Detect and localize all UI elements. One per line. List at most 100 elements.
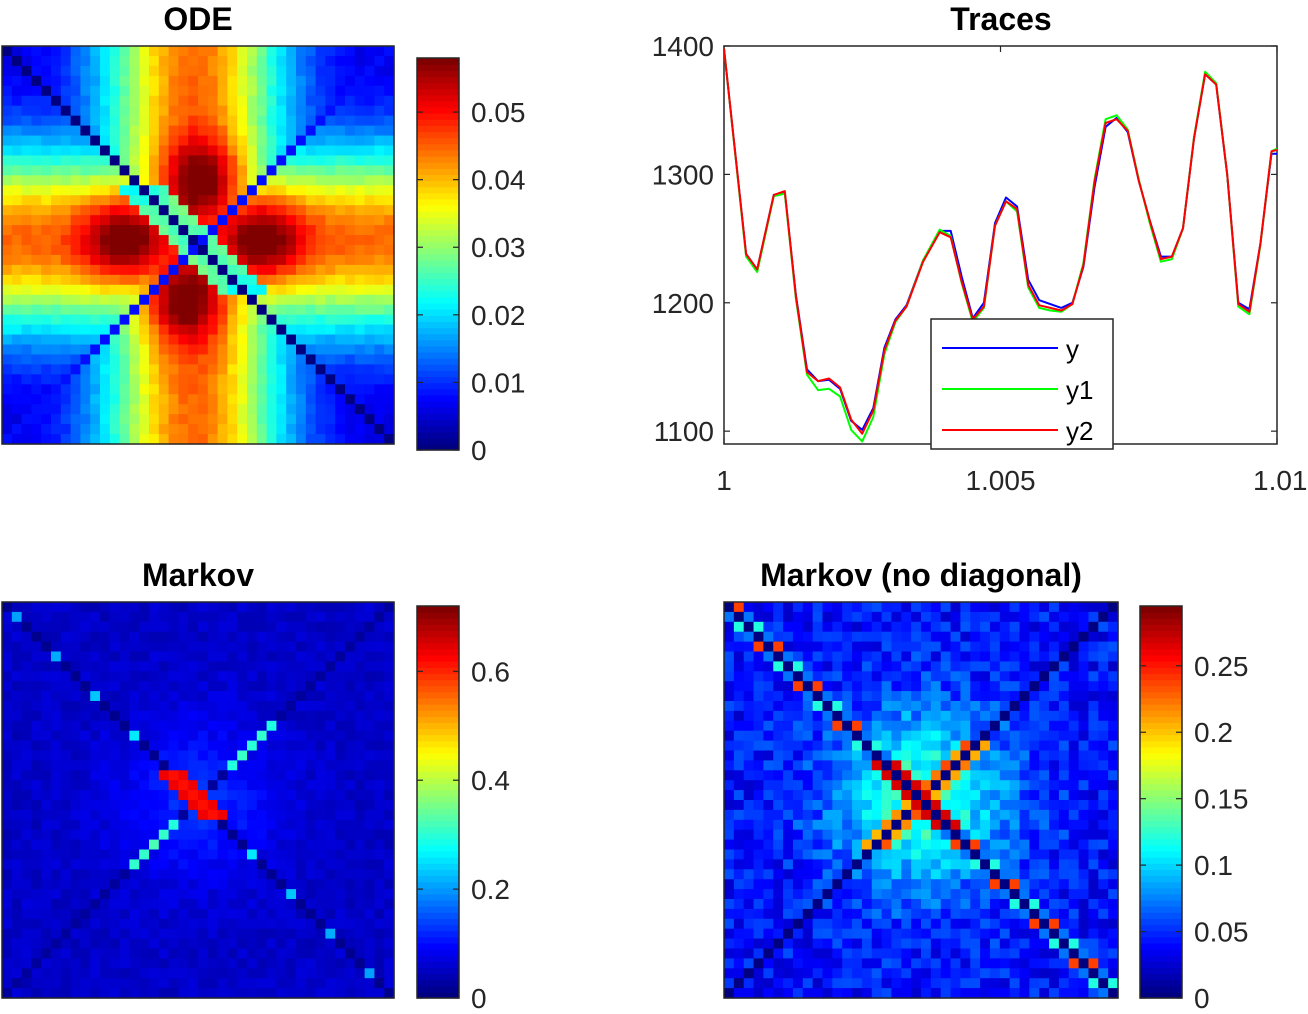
heatmap-cell	[149, 225, 160, 236]
heatmap-cell	[276, 770, 287, 781]
heatmap-cell	[1068, 701, 1080, 712]
heatmap-cell	[21, 195, 32, 206]
heatmap-cell	[80, 374, 91, 385]
heatmap-cell	[724, 859, 735, 870]
heatmap-cell	[198, 314, 209, 326]
heatmap-cell	[119, 948, 130, 959]
heatmap-cell	[1049, 750, 1060, 761]
heatmap-cell	[325, 710, 336, 722]
heatmap-cell	[1009, 770, 1021, 781]
heatmap-cell	[325, 839, 336, 851]
heatmap-cell	[178, 235, 189, 246]
heatmap-cell	[286, 354, 297, 365]
heatmap-cell	[149, 839, 160, 851]
heatmap-cell	[129, 681, 140, 692]
heatmap-cell	[198, 165, 209, 176]
heatmap-cell	[41, 760, 52, 771]
heatmap-cell	[1058, 908, 1070, 920]
heatmap-cell	[207, 245, 219, 256]
heatmap-cell	[335, 235, 346, 246]
heatmap-cell	[80, 602, 91, 613]
heatmap-cell	[188, 304, 199, 316]
heatmap-cell	[1039, 602, 1050, 613]
heatmap-cell	[733, 819, 745, 831]
heatmap-cell	[207, 602, 219, 613]
heatmap-cell	[237, 294, 248, 306]
heatmap-cell	[1108, 899, 1119, 910]
heatmap-cell	[100, 780, 111, 791]
heatmap-cell	[41, 651, 52, 662]
heatmap-cell	[51, 115, 62, 127]
heatmap-cell	[100, 394, 111, 405]
heatmap-cell	[296, 324, 307, 336]
heatmap-cell	[1108, 958, 1119, 969]
heatmap-cell	[1078, 602, 1090, 613]
heatmap-cell	[188, 324, 199, 336]
heatmap-cell	[70, 294, 81, 306]
heatmap-cell	[296, 95, 307, 107]
heatmap-cell	[891, 899, 902, 910]
heatmap-cell	[286, 701, 297, 712]
heatmap-cell	[188, 899, 199, 910]
heatmap-cell	[812, 800, 824, 811]
heatmap-cell	[227, 304, 238, 316]
heatmap-cell	[733, 938, 745, 950]
colorbar-swatch	[417, 740, 459, 748]
heatmap-cell	[100, 740, 111, 752]
heatmap-cell	[364, 424, 375, 435]
heatmap-cell	[149, 928, 160, 940]
heatmap-cell	[296, 334, 307, 346]
heatmap-cell	[1058, 968, 1070, 979]
heatmap-cell	[345, 304, 356, 316]
heatmap-cell	[21, 602, 32, 613]
heatmap-cell	[1019, 730, 1030, 742]
heatmap-cell	[911, 800, 922, 811]
heatmap-cell	[901, 770, 912, 781]
heatmap-cell	[256, 215, 268, 226]
heatmap-cell	[2, 75, 13, 87]
heatmap-cell	[999, 849, 1011, 860]
heatmap-cell	[70, 819, 81, 831]
heatmap-cell	[119, 364, 130, 375]
heatmap-cell	[315, 879, 326, 890]
heatmap-cell	[158, 849, 170, 860]
heatmap-cell	[178, 730, 189, 742]
heatmap-cell	[70, 730, 81, 742]
heatmap-cell	[60, 135, 72, 147]
heatmap-cell	[832, 800, 843, 811]
heatmap-cell	[266, 65, 277, 77]
heatmap-cell	[31, 394, 42, 405]
heatmap-cell	[374, 760, 385, 771]
heatmap-cell	[345, 364, 356, 375]
heatmap-cell	[792, 809, 804, 821]
heatmap-cell	[999, 948, 1011, 959]
heatmap-cell	[315, 928, 326, 940]
heatmap-cell	[109, 760, 121, 771]
heatmap-cell	[950, 710, 961, 722]
heatmap-cell	[227, 720, 238, 732]
heatmap-cell	[237, 264, 248, 276]
heatmap-cell	[921, 809, 932, 821]
heatmap-cell	[940, 928, 952, 940]
heatmap-cell	[980, 819, 991, 831]
heatmap-cell	[217, 661, 228, 672]
heatmap-cell	[51, 661, 62, 672]
heatmap-cell	[41, 770, 52, 781]
heatmap-cell	[970, 631, 981, 643]
heatmap-cell	[70, 314, 81, 326]
heatmap-cell	[354, 65, 366, 77]
heatmap-cell	[989, 829, 1001, 841]
heatmap-cell	[60, 404, 72, 415]
heatmap-cell	[256, 284, 268, 296]
heatmap-cell	[256, 631, 268, 643]
heatmap-cell	[921, 681, 932, 692]
heatmap-cell	[276, 205, 287, 216]
markov-colorbar: 00.20.40.6	[416, 605, 510, 1014]
heatmap-cell	[266, 611, 277, 623]
heatmap-cell	[364, 75, 375, 87]
heatmap-cell	[989, 720, 1001, 732]
heatmap-cell	[198, 849, 209, 860]
heatmap-cell	[266, 245, 277, 256]
heatmap-cell	[207, 55, 219, 67]
heatmap-cell	[90, 879, 101, 890]
